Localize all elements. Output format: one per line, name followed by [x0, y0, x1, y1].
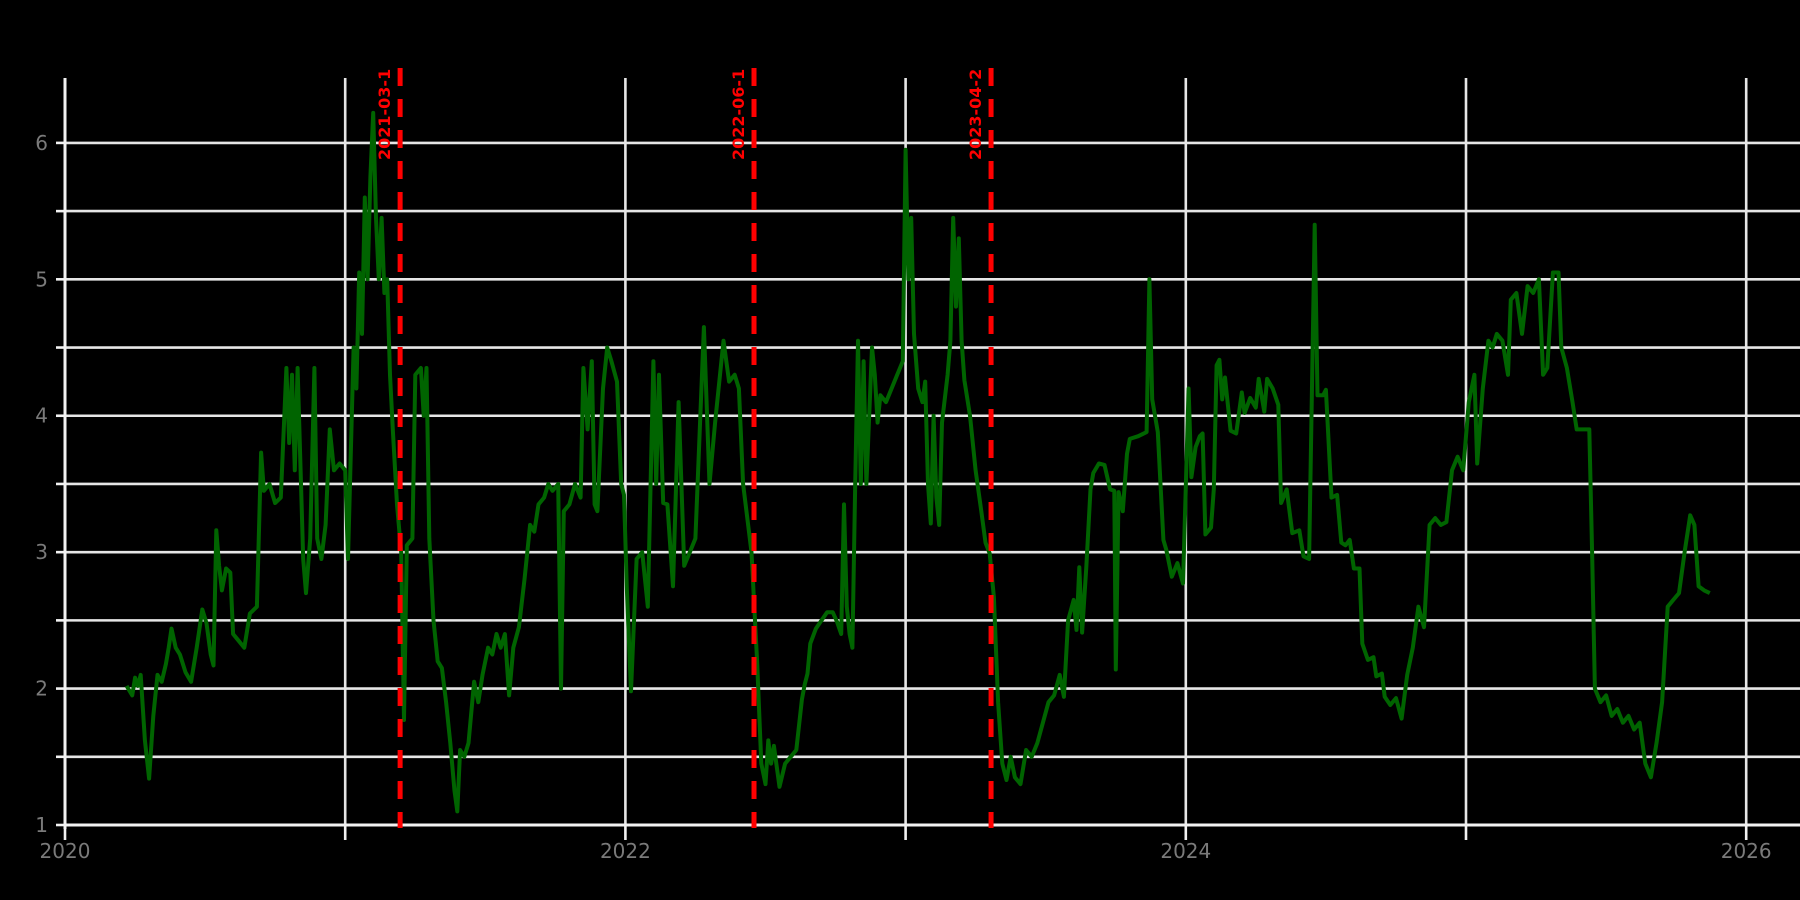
x-tick-label-2024: 2024: [1160, 839, 1211, 863]
event-label-2022-06-1: 2022-06-1: [729, 69, 748, 160]
tick-marks: [56, 141, 1748, 840]
x-axis-labels: 2020 2022 2024 2026: [40, 839, 1772, 863]
x-tick-label-2026: 2026: [1721, 839, 1772, 863]
event-label-2021-03-1: 2021-03-1: [375, 69, 394, 160]
series-lines: [124, 110, 1711, 814]
event-lines: 2021-03-1 2022-06-1 2023-04-2: [375, 68, 994, 828]
y-tick-label-2: 2: [35, 677, 48, 701]
x-tick-label-2020: 2020: [40, 839, 91, 863]
y-axis-labels: 1 2 3 4 5 6: [35, 131, 48, 837]
y-tick-label-6: 6: [35, 131, 48, 155]
series-line-value: [124, 110, 1711, 814]
y-tick-label-3: 3: [35, 540, 48, 564]
axes: [63, 78, 1800, 829]
y-tick-label-1: 1: [35, 813, 48, 837]
x-tick-label-2022: 2022: [600, 839, 651, 863]
y-tick-label-4: 4: [35, 404, 48, 428]
event-label-2023-04-2: 2023-04-2: [966, 69, 985, 160]
y-tick-label-5: 5: [35, 267, 48, 291]
